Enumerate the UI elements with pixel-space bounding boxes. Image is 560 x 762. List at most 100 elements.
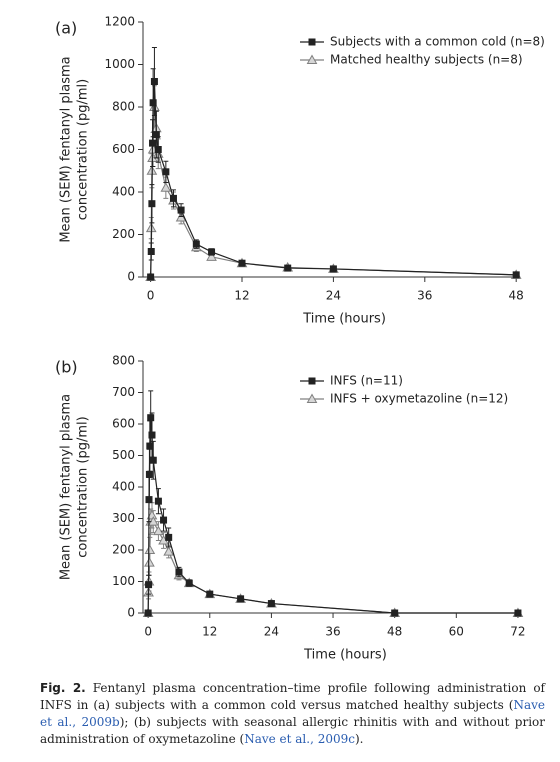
marker xyxy=(391,609,399,617)
marker xyxy=(145,470,153,478)
y-axis-label: Mean (SEM) fentanyl plasma xyxy=(59,56,74,242)
marker xyxy=(145,496,153,504)
marker xyxy=(238,259,246,267)
marker xyxy=(177,206,185,214)
x-tick-label: 48 xyxy=(387,625,402,639)
legend-label: INFS (n=11) xyxy=(330,374,403,388)
series xyxy=(145,502,521,614)
x-tick-label: 24 xyxy=(326,289,341,303)
marker xyxy=(160,182,172,192)
marker xyxy=(192,240,200,248)
x-tick-label: 48 xyxy=(509,289,524,303)
marker xyxy=(148,431,156,439)
marker xyxy=(144,609,152,617)
x-tick-label: 60 xyxy=(449,625,464,639)
series-line xyxy=(147,515,518,614)
x-tick-label: 0 xyxy=(147,289,155,303)
marker xyxy=(208,248,216,256)
marker xyxy=(144,544,156,554)
marker xyxy=(160,516,168,524)
x-tick-label: 36 xyxy=(417,289,432,303)
marker xyxy=(512,271,520,279)
marker xyxy=(146,442,154,450)
y-tick-label: 200 xyxy=(112,543,135,557)
x-tick-label: 72 xyxy=(510,625,525,639)
caption-text: Fentanyl plasma concentration–time profi… xyxy=(40,681,545,712)
series-line xyxy=(147,417,518,614)
marker xyxy=(154,497,162,505)
y-tick-label: 100 xyxy=(112,574,135,588)
x-tick-label: 36 xyxy=(325,625,340,639)
marker xyxy=(206,590,214,598)
y-tick-label: 700 xyxy=(112,385,135,399)
marker xyxy=(147,414,155,422)
marker xyxy=(329,265,337,273)
caption: Fig. 2. Fentanyl plasma concentration–ti… xyxy=(40,680,545,748)
marker xyxy=(185,579,193,587)
marker xyxy=(149,139,157,147)
x-tick-label: 12 xyxy=(202,625,217,639)
y-tick-label: 400 xyxy=(112,185,135,199)
x-tick-label: 12 xyxy=(234,289,249,303)
legend-label: Subjects with a common cold (n=8) xyxy=(330,35,545,49)
x-axis-label: Time (hours) xyxy=(303,648,387,663)
y-tick-label: 600 xyxy=(112,142,135,156)
y-tick-label: 400 xyxy=(112,480,135,494)
caption-text: ); (b) subjects with seasonal allergic r… xyxy=(40,715,545,746)
marker xyxy=(284,264,292,272)
series xyxy=(145,390,521,614)
y-tick-label: 1000 xyxy=(104,57,135,71)
y-tick-label: 500 xyxy=(112,448,135,462)
marker xyxy=(147,248,155,255)
series-line xyxy=(150,81,517,278)
marker xyxy=(149,99,157,107)
legend-marker xyxy=(306,393,318,403)
marker xyxy=(150,78,158,85)
marker xyxy=(152,131,160,139)
y-tick-label: 300 xyxy=(112,511,135,525)
figure: (a)Mean (SEM) fentanyl plasma concentrati… xyxy=(55,15,545,663)
y-axis-label: concentration (pg/ml) xyxy=(76,416,91,557)
y-tick-label: 0 xyxy=(127,606,135,620)
marker xyxy=(154,146,162,153)
series xyxy=(148,47,519,278)
legend-marker xyxy=(306,54,318,64)
marker xyxy=(149,456,157,464)
legend-label: Matched healthy subjects (n=8) xyxy=(330,53,523,67)
caption-text: ). xyxy=(354,732,364,746)
marker xyxy=(145,581,153,589)
marker xyxy=(147,273,155,281)
legend-label: INFS + oxymetazoline (n=12) xyxy=(330,392,508,406)
y-tick-label: 1200 xyxy=(104,15,135,29)
x-tick-label: 24 xyxy=(264,625,279,639)
marker xyxy=(169,194,177,202)
y-axis-label: Mean (SEM) fentanyl plasma xyxy=(59,394,74,580)
y-axis-label: concentration (pg/ml) xyxy=(76,79,91,220)
marker xyxy=(144,557,155,567)
marker xyxy=(175,211,187,222)
marker xyxy=(206,251,217,261)
y-tick-label: 800 xyxy=(112,100,135,114)
series-line xyxy=(150,106,517,278)
panel-label: (b) xyxy=(55,358,78,377)
citation[interactable]: Nave et al., 2009b xyxy=(40,698,545,729)
x-axis-label: Time (hours) xyxy=(302,312,386,327)
marker xyxy=(267,600,275,608)
caption-label: Fig. 2. xyxy=(40,681,86,695)
y-tick-label: 600 xyxy=(112,417,135,431)
legend-marker xyxy=(308,377,316,385)
citation[interactable]: Nave et al., 2009c xyxy=(244,732,355,746)
y-tick-label: 200 xyxy=(112,227,135,241)
y-tick-label: 0 xyxy=(127,270,135,284)
y-tick-label: 800 xyxy=(112,354,135,368)
marker xyxy=(237,595,245,603)
panel-label: (a) xyxy=(55,19,77,38)
legend-marker xyxy=(308,38,316,46)
marker xyxy=(175,568,183,576)
x-tick-label: 0 xyxy=(144,625,152,639)
marker xyxy=(163,546,175,556)
marker xyxy=(514,609,522,617)
marker xyxy=(162,168,170,176)
marker xyxy=(153,525,164,536)
